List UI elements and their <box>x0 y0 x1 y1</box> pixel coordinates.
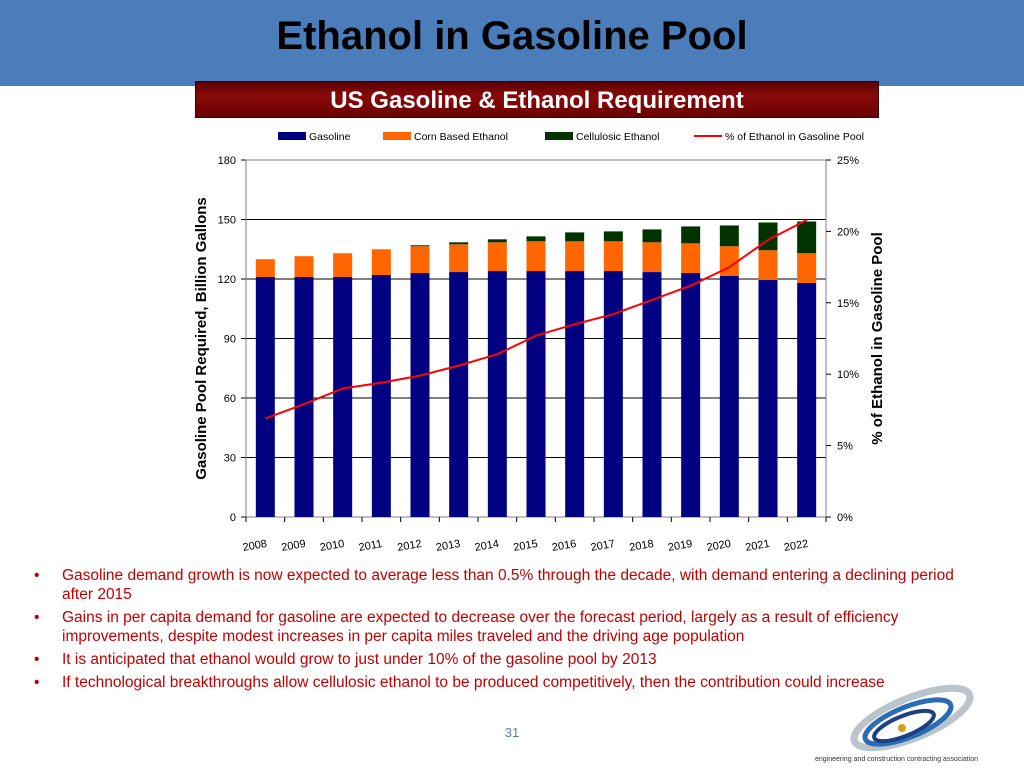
bullet-item: If technological breakthroughs allow cel… <box>34 673 989 692</box>
legend-label: Gasoline <box>309 131 351 143</box>
bar-segment <box>797 253 817 283</box>
bar-segment <box>603 231 623 242</box>
bullet-item: Gasoline demand growth is now expected t… <box>34 566 989 604</box>
bar-segment <box>642 242 662 273</box>
x-tick-label: 2016 <box>551 538 577 554</box>
bar-segment <box>333 277 353 517</box>
bar-segment <box>255 259 275 278</box>
legend-label: % of Ethanol in Gasoline Pool <box>725 131 864 143</box>
bar-segment <box>642 272 662 517</box>
y2-tick-label: 0% <box>837 512 853 524</box>
ecca-logo <box>850 684 974 752</box>
x-tick-label: 2021 <box>744 538 770 554</box>
bullet-item: It is anticipated that ethanol would gro… <box>34 650 989 669</box>
legend-swatch <box>383 132 411 140</box>
bar-segment <box>487 242 507 272</box>
y2-tick-label: 20% <box>837 226 859 238</box>
bar-segment <box>758 279 778 517</box>
bar-segment <box>255 277 275 517</box>
bar-segment <box>797 282 817 517</box>
page-number: 31 <box>504 725 520 740</box>
y-tick-label: 0 <box>230 512 236 524</box>
bar-segment <box>333 253 353 278</box>
bar-segment <box>449 244 469 273</box>
bar-segment <box>719 225 739 247</box>
legend-swatch <box>545 132 573 140</box>
bar-segment <box>681 273 701 517</box>
x-tick-label: 2013 <box>435 538 461 554</box>
bar-segment <box>526 271 546 517</box>
chart-banner-title: US Gasoline & Ethanol Requirement <box>330 87 744 114</box>
y2-tick-label: 25% <box>837 155 859 167</box>
x-tick-label: 2010 <box>319 538 345 554</box>
x-tick-label: 2009 <box>280 538 306 554</box>
bar-segment <box>487 239 507 243</box>
percent-ethanol-line <box>264 219 808 420</box>
slide-title: Ethanol in Gasoline Pool <box>276 14 748 58</box>
y2-tick-label: 5% <box>837 441 853 453</box>
bar-segment <box>565 232 585 242</box>
x-tick-label: 2014 <box>474 538 500 554</box>
y2-tick-label: 10% <box>837 369 859 381</box>
bar-segment <box>603 271 623 517</box>
bar-segment <box>294 256 314 278</box>
bullet-list: Gasoline demand growth is now expected t… <box>34 566 989 696</box>
bar-segment <box>681 243 701 274</box>
y2-tick-label: 15% <box>837 298 859 310</box>
bar-segment <box>603 241 623 272</box>
bar-segment <box>294 277 314 517</box>
bar-segment <box>410 246 430 274</box>
y-axis-title: Gasoline Pool Required, Billion Gallons <box>193 197 210 480</box>
legend-label: Cellulosic Ethanol <box>576 131 659 143</box>
x-tick-label: 2011 <box>358 538 383 554</box>
x-tick-label: 2018 <box>628 538 654 554</box>
x-tick-label: 2015 <box>512 538 538 554</box>
bar-segment <box>526 241 546 272</box>
x-tick-label: 2008 <box>242 538 268 554</box>
bar-segment <box>719 246 739 277</box>
bar-segment <box>449 242 469 245</box>
bar-segment <box>526 236 546 242</box>
legend-swatch <box>278 132 306 140</box>
stacked-bar-chart: 0 30 60 90 120 150 180 0% 5% 10% 15% 20% 25% 2008 2009… <box>193 131 886 554</box>
x-tick-label: 2022 <box>783 538 809 554</box>
slide-header <box>0 0 1024 86</box>
bar-segment <box>719 276 739 517</box>
bar-segment <box>797 221 817 254</box>
bar-segment <box>758 250 778 280</box>
bar-segment <box>410 273 430 517</box>
y2-axis-title: % of Ethanol in Gasoline Pool <box>869 232 886 445</box>
legend-label: Corn Based Ethanol <box>414 131 508 143</box>
y-tick-label: 30 <box>224 453 236 465</box>
bar-segment <box>410 245 430 247</box>
bar-segment <box>487 271 507 517</box>
bar-segment <box>681 226 701 244</box>
y-tick-label: 120 <box>218 274 236 286</box>
bar-segment <box>565 241 585 272</box>
bar-segment <box>449 272 469 517</box>
bar-segment <box>565 271 585 517</box>
logo-caption: engineering and construction contracting… <box>815 756 979 763</box>
y-tick-label: 150 <box>218 215 236 227</box>
chart-banner: US Gasoline & Ethanol Requirement <box>195 81 879 118</box>
bullet-item: Gains in per capita demand for gasoline … <box>34 608 989 646</box>
bar-segment <box>642 229 662 243</box>
x-tick-label: 2019 <box>667 538 693 554</box>
x-tick-label: 2012 <box>396 538 422 554</box>
y-tick-label: 60 <box>224 393 236 405</box>
bar-segment <box>371 249 391 276</box>
y-tick-label: 180 <box>218 155 236 167</box>
y-tick-label: 90 <box>224 334 236 346</box>
x-tick-label: 2017 <box>590 538 616 554</box>
x-tick-label: 2020 <box>706 538 732 554</box>
bar-segment <box>371 275 391 517</box>
